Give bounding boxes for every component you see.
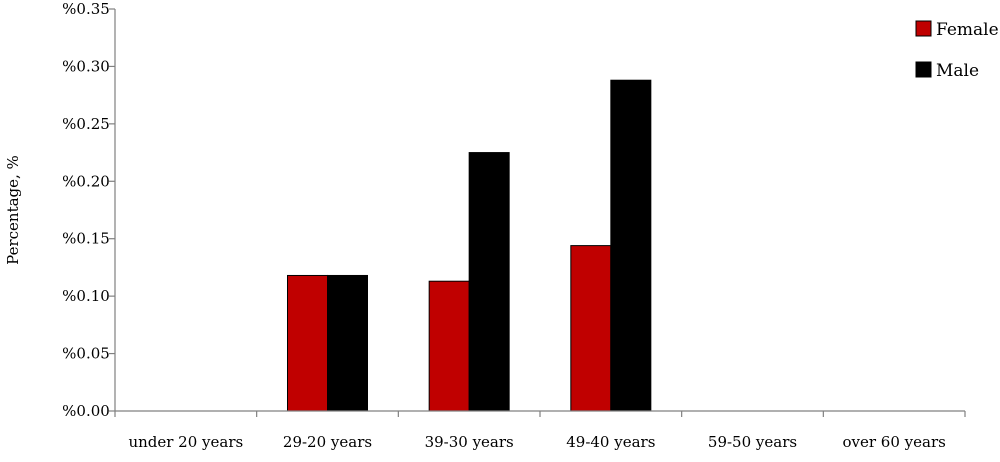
y-tick-label: %0.25 (62, 115, 110, 133)
y-tick-label: %0.00 (62, 402, 110, 420)
y-axis-title: Percentage, % (4, 155, 22, 265)
x-category-label: over 60 years (842, 433, 945, 451)
legend: Female Male (915, 20, 999, 81)
y-tick-label: %0.05 (62, 345, 110, 363)
y-tick-label: %0.20 (62, 172, 110, 190)
y-tick-label: %0.30 (62, 57, 110, 75)
legend-label-male: Male (936, 61, 979, 81)
x-category-label: 59-50 years (708, 433, 797, 451)
bar-male (327, 274, 368, 412)
bar-female (570, 245, 612, 412)
bar-female (428, 280, 470, 412)
y-tick-label: %0.10 (62, 287, 110, 305)
y-axis-ticks: %0.00 %0.05 %0.10 %0.15 %0.20 %0.25 %0.30 %0.35 (62, 0, 115, 420)
bar-female (287, 274, 328, 412)
x-category-label: under 20 years (128, 433, 243, 451)
x-axis-labels: under 20 years 29-20 years 39-30 years 49-4… (114, 411, 966, 451)
legend-swatch-female (915, 20, 932, 37)
x-category-label: 49-40 years (566, 433, 655, 451)
x-category-label: 29-20 years (283, 433, 372, 451)
bar-male (468, 152, 510, 412)
legend-swatch-male (915, 61, 932, 78)
y-tick-label: %0.35 (62, 0, 110, 18)
y-tick-label: %0.15 (62, 230, 110, 248)
bars-group (287, 79, 652, 412)
bar-male (610, 79, 652, 412)
x-category-label: 39-30 years (425, 433, 514, 451)
legend-label-female: Female (936, 20, 999, 40)
axes (114, 9, 965, 412)
